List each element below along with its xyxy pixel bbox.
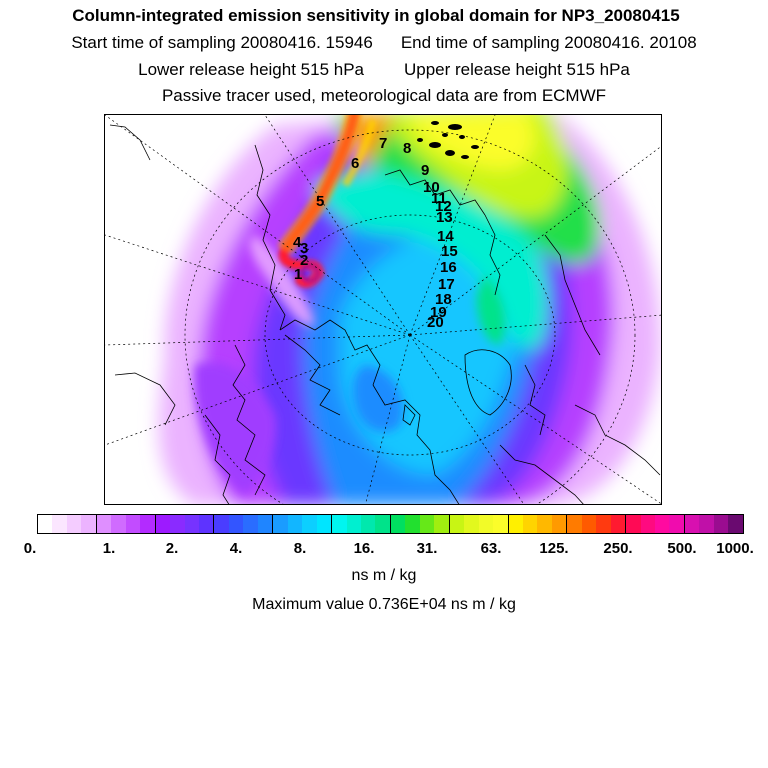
colorbar-tick-label: 8. [293, 540, 307, 557]
track-label: 5 [316, 193, 324, 210]
track-label: 13 [436, 209, 453, 226]
colorbar-segment [449, 515, 465, 533]
colorbar-segment [434, 515, 450, 533]
release-heights: Lower release height 515 hPa Upper releas… [0, 60, 768, 80]
track-label: 16 [440, 259, 457, 276]
colorbar-tick-label: 125. [539, 540, 569, 557]
colorbar-segment [52, 515, 67, 533]
track-label: 17 [438, 276, 455, 293]
colorbar-tick-label: 31. [416, 540, 438, 557]
map-title: Column-integrated emission sensitivity i… [72, 6, 680, 25]
track-label: 11 [431, 190, 447, 207]
colorbar-segment [508, 515, 523, 533]
colorbar-segment [257, 515, 274, 533]
grid-lines [105, 115, 661, 504]
track-label: 9 [421, 162, 429, 179]
colorbar-segment [140, 515, 156, 533]
colorbar-segment [111, 515, 126, 533]
sensitivity-field [158, 115, 661, 504]
colorbar-segment [214, 515, 229, 533]
sensitivity-map: 1 2 3 4 5 6 7 8 9 10 11 12 13 14 15 16 1… [105, 115, 661, 504]
maximum-value: Maximum value 0.736E+04 ns m / kg [252, 596, 516, 613]
colorbar-segment [38, 515, 53, 533]
colorbar-segment [96, 515, 112, 533]
track-label: 1 [294, 266, 302, 283]
colorbar-segment [332, 515, 347, 533]
colorbar-segment [478, 515, 494, 533]
colorbar-segment [184, 515, 199, 533]
colorbar-segment [464, 515, 479, 533]
colorbar-segment [684, 515, 700, 533]
track-label: 10 [423, 179, 440, 196]
colorbar-ticks: 0. 1. 2. 4. 8. 16. 31. 63. 125. 250. 500… [0, 540, 768, 560]
colorbar-segment [713, 515, 729, 533]
colorbar-segment [360, 515, 376, 533]
track-label: 18 [435, 291, 452, 308]
colorbar-segment [198, 515, 215, 533]
lower-release-height: Lower release height 515 hPa [138, 60, 364, 79]
colorbar-segment [567, 515, 582, 533]
colorbar-segment [228, 515, 244, 533]
colorbar-segment [522, 515, 538, 533]
colorbar-segment [669, 515, 685, 533]
colorbar [37, 514, 744, 534]
colorbar-segment [273, 515, 288, 533]
colorbar-segment [125, 515, 141, 533]
colorbar-segment [170, 515, 185, 533]
colorbar-segment [699, 515, 714, 533]
colorbar-segment [640, 515, 656, 533]
colorbar-tick-label: 2. [165, 540, 179, 557]
colorbar-units: ns m / kg [351, 567, 417, 584]
track-label: 20 [427, 314, 444, 331]
track-label: 7 [379, 135, 387, 152]
trajectory-labels: 1 2 3 4 5 6 7 8 9 10 11 12 13 14 15 16 1… [293, 135, 458, 331]
track-label: 19 [430, 304, 447, 321]
track-label: 3 [300, 240, 308, 257]
colorbar-segment [728, 515, 743, 533]
tracer-note: Passive tracer used, meteorological data… [161, 86, 607, 105]
track-label: 8 [403, 140, 411, 157]
colorbar-segment [287, 515, 303, 533]
track-label: 4 [293, 234, 302, 251]
colorbar-segment [610, 515, 627, 533]
colorbar-tick-label: 16. [353, 540, 375, 557]
colorbar-segment [346, 515, 361, 533]
colorbar-segment [537, 515, 552, 533]
colorbar-segment [81, 515, 97, 533]
colorbar-segment [405, 515, 420, 533]
colorbar-segment [316, 515, 333, 533]
upper-release-height: Upper release height 515 hPa [404, 60, 630, 79]
land-mask-arctic [417, 121, 479, 159]
coastlines [109, 124, 661, 504]
map-panel: 1 2 3 4 5 6 7 8 9 10 11 12 13 14 15 16 1… [104, 114, 662, 505]
colorbar-segment [493, 515, 509, 533]
colorbar-segment [626, 515, 641, 533]
track-label: 2 [300, 252, 308, 269]
colorbar-segment [243, 515, 258, 533]
sampling-times: Start time of sampling 20080416. 15946 En… [0, 33, 768, 53]
track-label: 14 [437, 228, 454, 245]
track-label: 6 [351, 155, 359, 172]
track-label: 12 [435, 198, 452, 215]
colorbar-tick-label: 500. [667, 540, 697, 557]
colorbar-segment [390, 515, 406, 533]
colorbar-segment [375, 515, 391, 533]
colorbar-segment [551, 515, 568, 533]
colorbar-segment [66, 515, 82, 533]
end-time: End time of sampling 20080416. 20108 [400, 33, 697, 52]
colorbar-segment [655, 515, 670, 533]
colorbar-tick-label: 1. [102, 540, 116, 557]
colorbar-tick-label: 1000. [716, 540, 754, 557]
colorbar-tick-label: 4. [229, 540, 243, 557]
track-label: 15 [441, 243, 458, 260]
colorbar-segment [596, 515, 611, 533]
colorbar-tick-label: 250. [603, 540, 633, 557]
colorbar-tick-label: 0. [23, 540, 37, 557]
colorbar-segment [581, 515, 597, 533]
colorbar-segment [155, 515, 171, 533]
colorbar-segment [419, 515, 435, 533]
colorbar-tick-label: 63. [480, 540, 502, 557]
colorbar-segment [302, 515, 317, 533]
start-time: Start time of sampling 20080416. 15946 [71, 33, 373, 52]
